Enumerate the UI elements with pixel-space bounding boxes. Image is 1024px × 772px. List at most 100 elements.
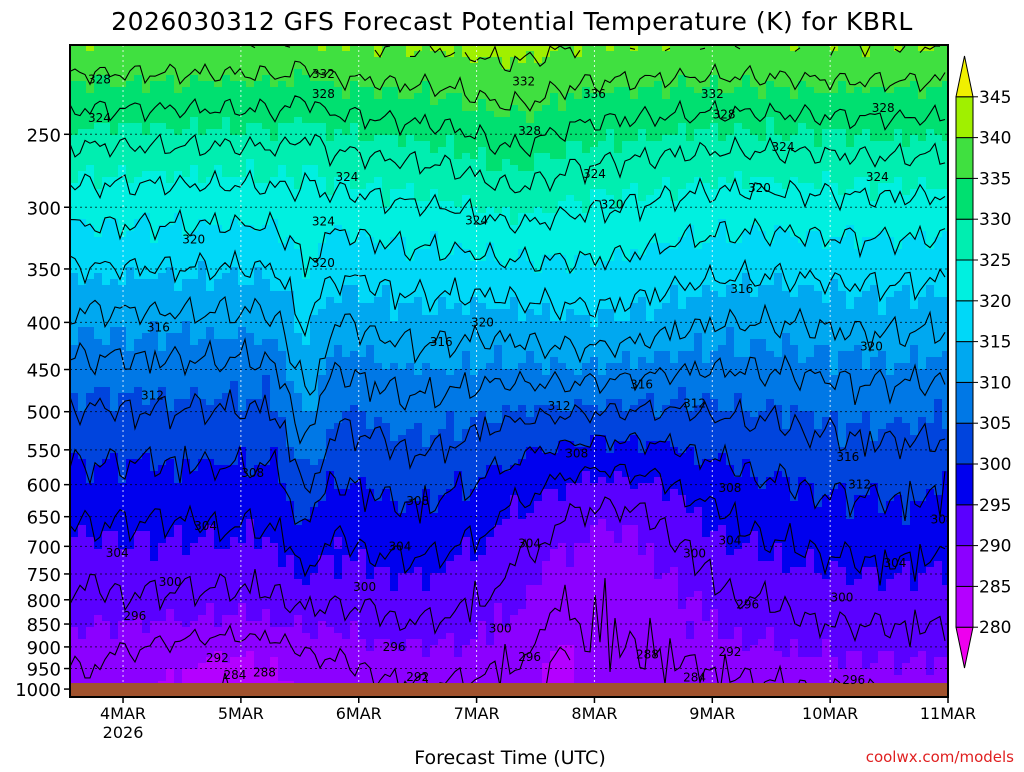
field-cell	[366, 507, 375, 514]
field-cell	[382, 93, 391, 100]
field-cell	[150, 93, 159, 100]
field-cell	[230, 537, 239, 544]
field-cell	[78, 609, 87, 616]
field-cell	[198, 465, 207, 472]
field-cell	[398, 189, 407, 196]
field-cell	[366, 237, 375, 244]
field-cell	[150, 297, 159, 304]
field-cell	[326, 585, 335, 592]
field-cell	[390, 645, 399, 652]
field-cell	[174, 489, 183, 496]
field-cell	[110, 81, 119, 88]
field-cell	[430, 87, 439, 94]
field-cell	[214, 567, 223, 574]
field-cell	[238, 291, 247, 298]
field-cell	[126, 507, 135, 514]
field-cell	[262, 489, 271, 496]
field-cell	[150, 255, 159, 262]
field-cell	[398, 639, 407, 646]
field-cell	[214, 675, 223, 682]
field-cell	[86, 591, 95, 598]
field-cell	[270, 243, 279, 250]
field-cell	[390, 231, 399, 238]
field-cell	[94, 213, 103, 220]
field-cell	[110, 657, 119, 664]
field-cell	[430, 573, 439, 580]
field-cell	[158, 255, 167, 262]
field-cell	[326, 573, 335, 580]
field-cell	[294, 213, 303, 220]
field-cell	[110, 633, 119, 640]
field-cell	[310, 339, 319, 346]
field-cell	[382, 429, 391, 436]
field-cell	[422, 651, 431, 658]
field-cell	[174, 387, 183, 394]
field-cell	[230, 609, 239, 616]
field-cell	[70, 177, 79, 184]
field-cell	[70, 327, 79, 334]
field-cell	[254, 309, 263, 316]
field-cell	[374, 255, 383, 262]
field-cell	[150, 147, 159, 154]
field-cell	[334, 597, 343, 604]
field-cell	[334, 279, 343, 286]
field-cell	[118, 357, 127, 364]
field-cell	[278, 621, 287, 628]
field-cell	[78, 363, 87, 370]
field-cell	[430, 69, 439, 76]
field-cell	[326, 567, 335, 574]
field-cell	[414, 51, 423, 58]
field-cell	[70, 75, 79, 82]
field-cell	[78, 279, 87, 286]
field-cell	[166, 153, 175, 160]
field-cell	[254, 123, 263, 130]
field-cell	[358, 297, 367, 304]
field-cell	[342, 297, 351, 304]
field-cell	[238, 621, 247, 628]
field-cell	[214, 87, 223, 94]
field-cell	[278, 225, 287, 232]
field-cell	[382, 345, 391, 352]
field-cell	[166, 381, 175, 388]
field-cell	[430, 285, 439, 292]
field-cell	[102, 609, 111, 616]
field-cell	[110, 375, 119, 382]
field-cell	[110, 531, 119, 538]
field-cell	[174, 159, 183, 166]
field-cell	[230, 57, 239, 64]
field-cell	[230, 663, 239, 670]
field-cell	[302, 369, 311, 376]
field-cell	[422, 291, 431, 298]
field-cell	[94, 603, 103, 610]
field-cell	[174, 411, 183, 418]
field-cell	[230, 561, 239, 568]
field-cell	[374, 369, 383, 376]
field-cell	[134, 231, 143, 238]
field-cell	[174, 87, 183, 94]
field-cell	[214, 201, 223, 208]
field-cell	[326, 117, 335, 124]
field-cell	[422, 321, 431, 328]
field-cell	[126, 225, 135, 232]
field-cell	[190, 387, 199, 394]
field-cell	[126, 489, 135, 496]
field-cell	[206, 567, 215, 574]
field-cell	[390, 357, 399, 364]
field-cell	[222, 537, 231, 544]
field-cell	[246, 555, 255, 562]
field-cell	[70, 387, 79, 394]
field-cell	[158, 393, 167, 400]
field-cell	[390, 177, 399, 184]
field-cell	[118, 189, 127, 196]
field-cell	[142, 165, 151, 172]
field-cell	[78, 573, 87, 580]
field-cell	[126, 111, 135, 118]
field-cell	[150, 339, 159, 346]
field-cell	[254, 303, 263, 310]
field-cell	[86, 429, 95, 436]
field-cell	[134, 261, 143, 268]
field-cell	[422, 471, 431, 478]
field-cell	[382, 153, 391, 160]
field-cell	[286, 75, 295, 82]
field-cell	[166, 201, 175, 208]
